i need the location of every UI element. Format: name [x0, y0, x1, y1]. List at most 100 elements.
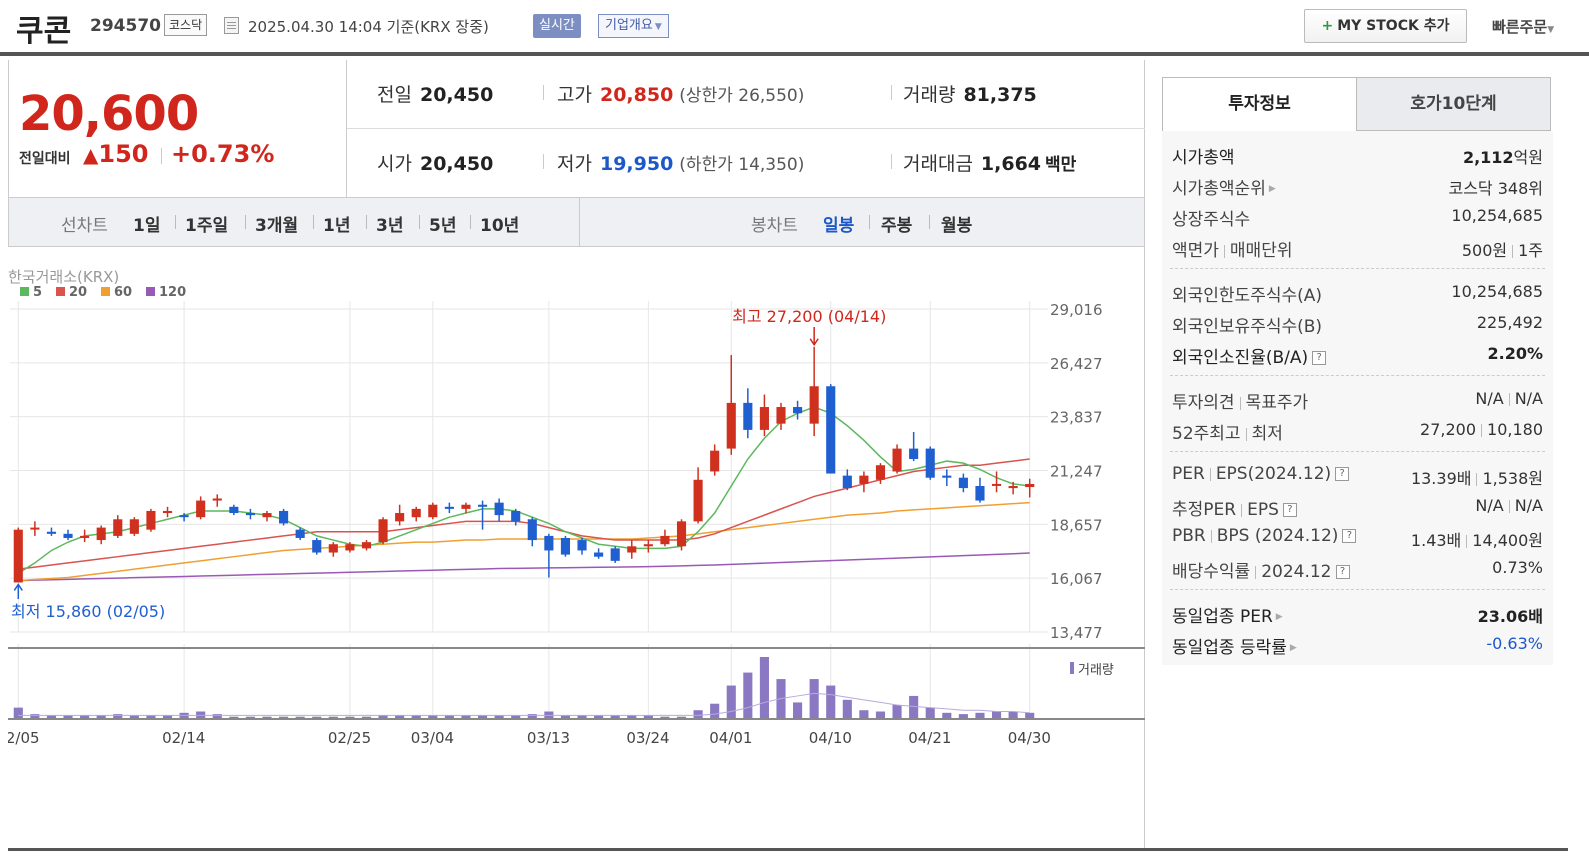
volume-bar	[494, 715, 504, 718]
candle-body	[610, 548, 620, 561]
tab-invest-info[interactable]: 투자정보	[1162, 77, 1357, 131]
volume-bar	[212, 714, 222, 718]
prev-close-label: 전일	[377, 84, 412, 106]
price-chart[interactable]: 한국거래소(KRX) 5 20 60 120 29,016 26,427 23,837 21,2…	[8, 247, 1145, 850]
x-tick-label: 04/21	[908, 729, 951, 747]
volume-bar	[262, 716, 272, 718]
caret-down-icon: ▼	[654, 22, 662, 32]
low-label: 저가	[557, 153, 592, 175]
candle-body	[726, 402, 736, 449]
high-value: 20,850	[599, 84, 674, 106]
volume-bar	[80, 715, 90, 718]
foreign-ratio-label: 외국인소진율(B/A)?	[1172, 343, 1327, 368]
candle-daily[interactable]: 일봉	[823, 216, 855, 236]
current-price: 20,600	[19, 86, 199, 142]
info-row[interactable]: 동일업종 PER ▶ 23.06배	[1170, 597, 1545, 628]
help-icon[interactable]: ?	[1282, 503, 1297, 517]
divider	[579, 198, 580, 246]
candle-body	[793, 407, 803, 414]
divider	[543, 85, 544, 100]
opinion-value-text: N/A	[1475, 389, 1504, 408]
w52high-label: 52주최고	[1172, 424, 1241, 444]
period-1day[interactable]: 1일	[133, 216, 161, 236]
period-3month[interactable]: 3개월	[255, 216, 299, 236]
volume-bar	[46, 715, 57, 718]
candle-body	[975, 486, 985, 501]
company-info-dropdown[interactable]: 기업개요 ▼	[598, 14, 669, 38]
volume-bar	[594, 715, 604, 718]
amount-value: 1,664	[980, 153, 1042, 175]
help-icon[interactable]: ?	[1335, 565, 1350, 579]
period-5year[interactable]: 5년	[429, 216, 457, 236]
volume-bar	[129, 715, 139, 718]
market-cap-unit: 억원	[1513, 148, 1543, 167]
x-tick-label: 03/24	[626, 729, 669, 747]
sector-chg-label: 동일업종 등락률 ▶	[1172, 633, 1297, 658]
period-10year[interactable]: 10년	[480, 216, 520, 236]
per-label: PER EPS(2024.12)?	[1172, 464, 1350, 484]
change-label: 전일대비	[19, 151, 71, 167]
y-tick-label: 13,477	[1050, 624, 1103, 642]
y-tick-label: 26,427	[1050, 355, 1103, 373]
divider	[1209, 467, 1211, 481]
volume-bar	[461, 715, 471, 718]
candle-body	[842, 475, 852, 489]
w52low-value: 10,180	[1487, 420, 1543, 439]
candle-body	[1025, 483, 1035, 488]
legend-swatch	[56, 287, 65, 296]
candle-body	[710, 450, 720, 472]
candle-body	[96, 527, 106, 541]
candle-body	[594, 552, 604, 557]
candle-body	[776, 407, 786, 424]
sector-per-value: 23.06배	[1477, 607, 1543, 626]
y-tick-label: 16,067	[1050, 570, 1103, 588]
help-icon[interactable]: ?	[1335, 467, 1350, 481]
plus-icon: +	[1321, 18, 1334, 34]
market-cap-value: 2,112억원	[1463, 144, 1543, 168]
est-per-value-text: N/A	[1475, 496, 1504, 515]
w52-value: 27,200 10,180	[1420, 420, 1543, 439]
volume-bar	[279, 716, 289, 718]
realtime-button[interactable]: 실시간	[533, 14, 581, 38]
volume-legend-label: 거래량	[1078, 663, 1114, 678]
legend-swatch	[146, 287, 155, 296]
info-row: 투자의견 목표주가 N/A N/A	[1170, 383, 1545, 414]
foreign-ratio-value: 2.20%	[1487, 344, 1543, 363]
eps-value: 1,538원	[1482, 469, 1543, 488]
volume-bar	[793, 702, 803, 718]
candle-body	[395, 513, 405, 522]
candle-body	[494, 502, 504, 516]
x-tick-label: 03/13	[527, 729, 570, 747]
period-1week[interactable]: 1주일	[185, 216, 229, 236]
candle-body	[312, 540, 322, 553]
info-table: 시가총액 2,112억원 시가총액순위 ▶ 코스닥 348위 상장주식수 10,254,…	[1162, 131, 1553, 665]
info-row[interactable]: 시가총액순위 ▶ 코스닥 348위	[1170, 169, 1545, 200]
candle-monthly[interactable]: 월봉	[941, 216, 973, 236]
volume-bar	[560, 715, 571, 718]
sector-chg-label-text: 동일업종 등락률	[1172, 638, 1287, 658]
candle-body	[80, 535, 90, 538]
amount-unit: 백만	[1045, 155, 1077, 175]
w52-label: 52주최고 최저	[1172, 419, 1283, 444]
info-tabs: 투자정보 호가10단계	[1162, 77, 1553, 131]
info-row[interactable]: 동일업종 등락률 ▶ -0.63%	[1170, 628, 1545, 659]
period-3year[interactable]: 3년	[376, 216, 404, 236]
candle-weekly[interactable]: 주봉	[881, 216, 913, 236]
divider	[1476, 473, 1478, 486]
quick-order-button[interactable]: 빠른주문▼	[1492, 16, 1554, 37]
period-1year[interactable]: 1년	[323, 216, 351, 236]
candle-body	[1008, 486, 1018, 489]
volume-bar	[428, 715, 438, 718]
y-tick-label: 18,657	[1050, 516, 1103, 534]
bottom-divider	[8, 848, 1568, 851]
help-icon[interactable]: ?	[1312, 351, 1327, 365]
volume-bar	[643, 715, 653, 718]
add-mystock-button[interactable]: + MY STOCK 추가	[1304, 9, 1467, 43]
price-chart-svg: 한국거래소(KRX)5 20 60 120 29,016 26,427 23,837 21,2…	[8, 268, 1145, 747]
divider	[1481, 424, 1483, 437]
volume-bar	[345, 716, 355, 718]
legend-label: 20	[69, 285, 87, 300]
volume-bar	[378, 715, 388, 718]
tab-hoga[interactable]: 호가10단계	[1356, 77, 1551, 131]
help-icon[interactable]: ?	[1342, 529, 1357, 543]
